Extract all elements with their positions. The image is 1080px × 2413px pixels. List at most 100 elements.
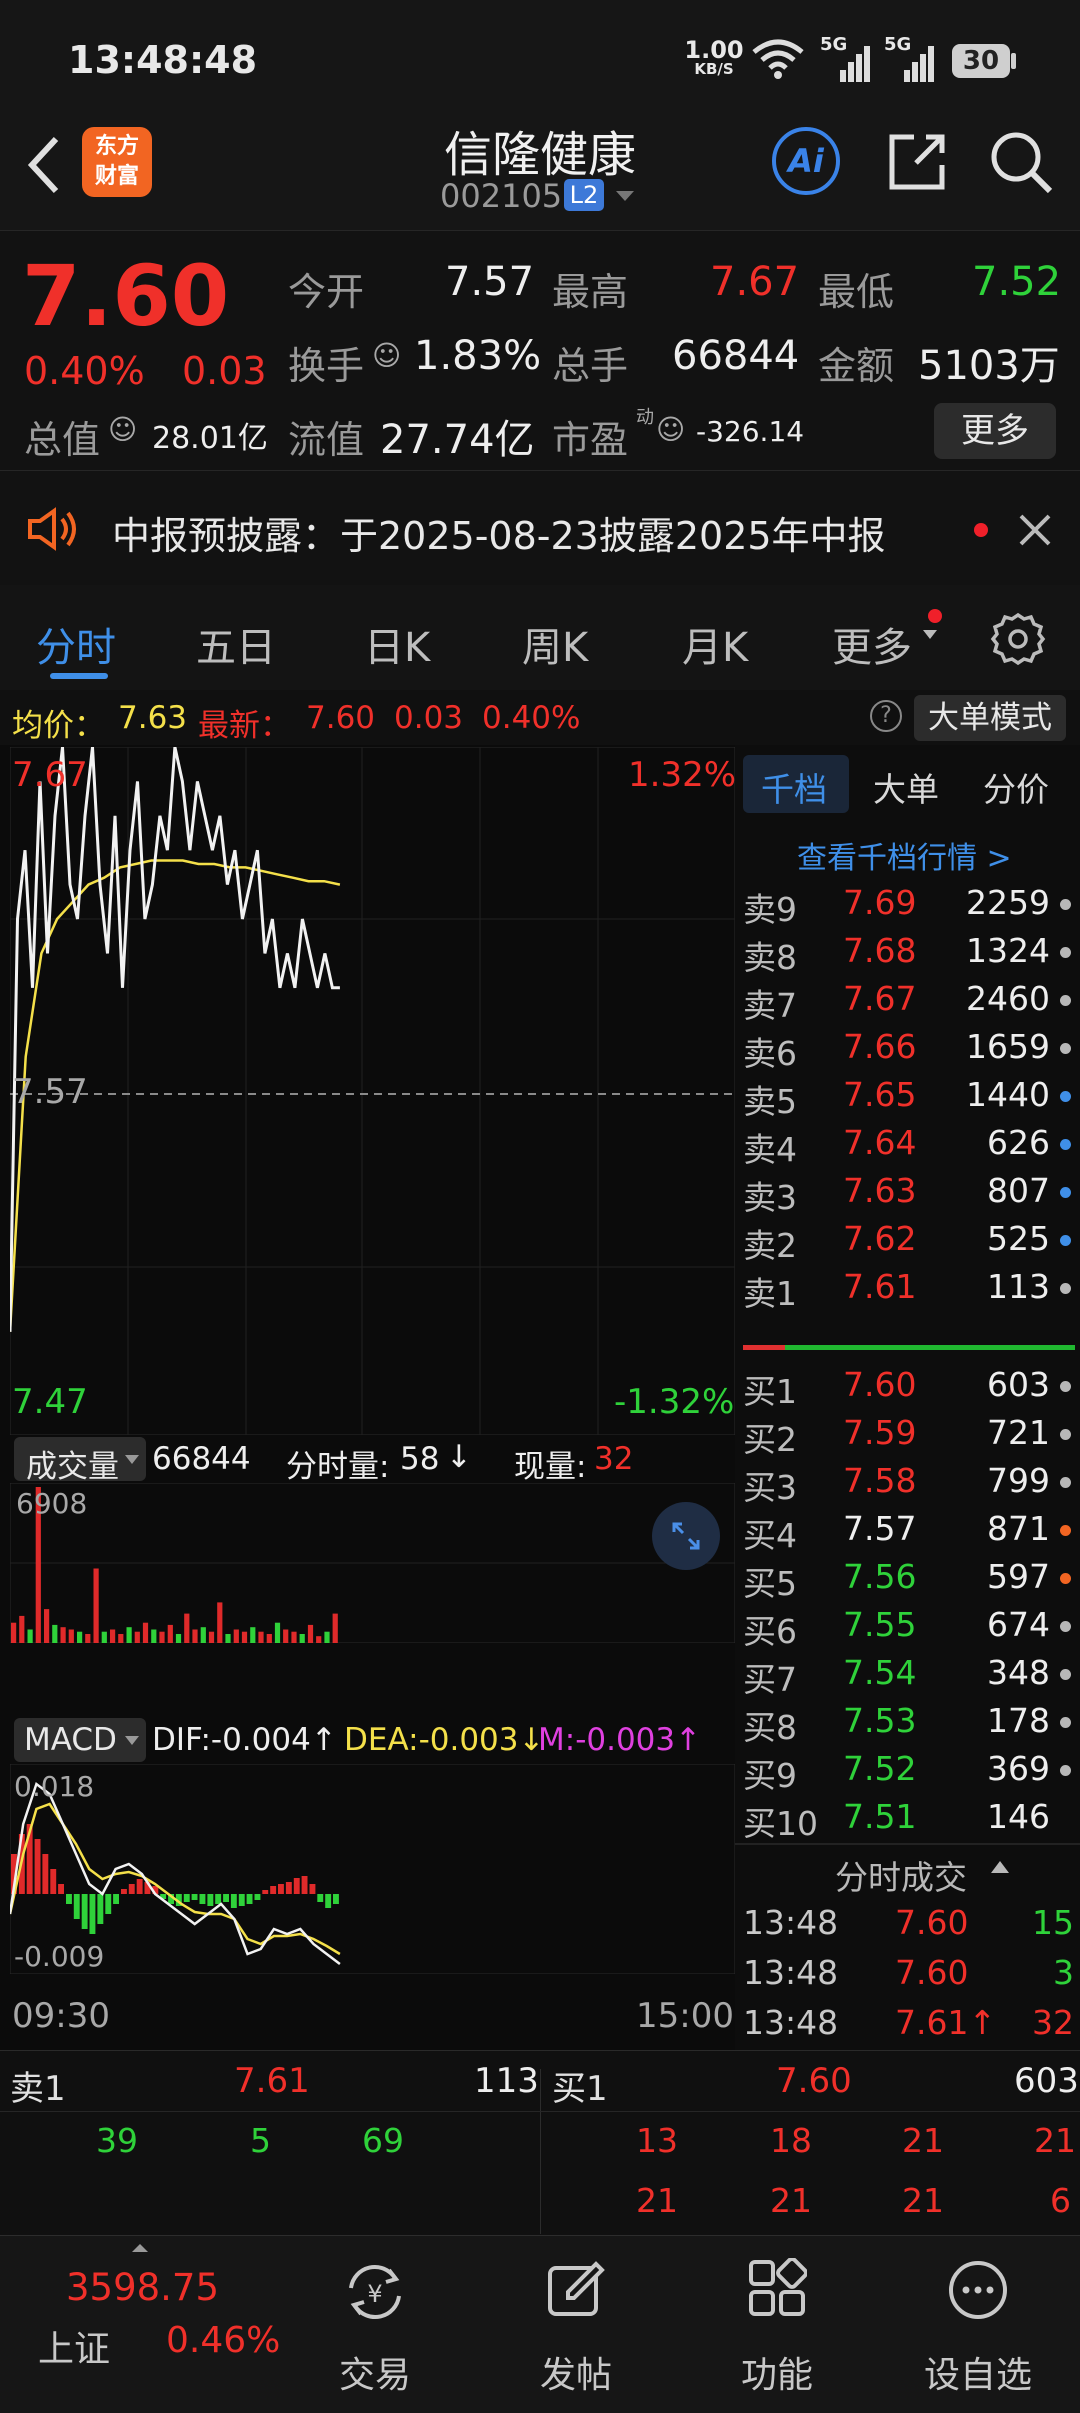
ask-row[interactable]: 卖9 7.69 2259 [735,879,1080,929]
caret-up-icon[interactable] [130,2242,150,2254]
bid-level-label: 买6 [743,1612,797,1651]
caret-down-icon [125,1736,139,1745]
volume-bar [60,1627,66,1643]
info-icon[interactable]: ☺ [108,413,138,446]
bid-level-label: 买3 [743,1468,797,1507]
level2-badge[interactable]: L2 [564,179,604,211]
bid-queue-item: 21 [770,2181,812,2220]
bid-level-label: 买8 [743,1708,797,1747]
bid-row[interactable]: 买3 7.58 799 [735,1457,1080,1507]
tab-5day[interactable]: 五日 [196,625,276,671]
order-marker-dot [1060,1573,1071,1584]
bid-volume: 871 [987,1509,1050,1548]
tab-depth[interactable]: 千档 [761,770,827,809]
share-icon[interactable] [886,131,948,193]
bid-row[interactable]: 买6 7.55 674 [735,1601,1080,1651]
gear-icon[interactable] [990,611,1046,667]
mktcap-label: 总值 [24,418,101,462]
tick-price: 7.60 [895,1953,969,1992]
low-value: 7.52 [972,259,1062,305]
macd-bar [246,1894,253,1904]
more-button[interactable]: 更多 [934,403,1056,459]
volume-label: 总手 [552,344,629,388]
search-icon[interactable] [988,129,1054,195]
change-percent: 0.40% [24,349,145,393]
bid-ratio-bar [785,1345,1075,1350]
signal-bars-icon [904,46,934,82]
expand-button[interactable] [652,1502,720,1570]
bid-row[interactable]: 买10 7.51 146 [735,1793,1080,1843]
minute-volume-arrow: ↓ [446,1439,472,1475]
minute-volume-label: 分时量: [286,1449,390,1485]
ask-row[interactable]: 卖2 7.62 525 [735,1215,1080,1265]
volume-total: 66844 [152,1441,251,1477]
order-marker-dot [1060,1043,1071,1054]
eastmoney-logo[interactable]: 东方 财富 [82,127,152,197]
last-price: 7.60 [22,247,230,345]
ask-row[interactable]: 卖4 7.64 626 [735,1119,1080,1169]
order-marker-dot [1060,1283,1071,1294]
info-icon[interactable]: ☺ [372,339,402,372]
big-order-mode-button[interactable]: 大单模式 [914,695,1066,741]
index-name[interactable]: 上证 [38,2329,111,2370]
ask-queue-item: 39 [96,2121,138,2160]
ask-row[interactable]: 卖5 7.65 1440 [735,1071,1080,1121]
macd-bar [333,1894,339,1904]
ticks-title[interactable]: 分时成交 [835,1858,967,1897]
tab-intraday[interactable]: 分时 [36,625,116,671]
volume-bar [142,1622,149,1643]
volume-selector[interactable] [14,1437,146,1481]
volume-bar [332,1613,338,1643]
pe-value: -326.14 [696,415,805,448]
macd-bar [66,1894,72,1904]
tab-monthly-k[interactable]: 月K [682,625,749,671]
ask-price: 7.69 [843,883,917,922]
ai-button[interactable]: Ai [772,127,840,195]
volume-bar [27,1629,33,1643]
back-arrow-icon[interactable] [22,133,62,197]
bid-row[interactable]: 买4 7.57 871 [735,1505,1080,1555]
bid-row[interactable]: 买1 7.60 603 [735,1361,1080,1411]
bid-row[interactable]: 买5 7.56 597 [735,1553,1080,1603]
order-marker-dot [1060,899,1071,910]
ask-volume: 1659 [966,1027,1050,1066]
bid-row[interactable]: 买8 7.53 178 [735,1697,1080,1747]
ask-row[interactable]: 卖3 7.63 807 [735,1167,1080,1217]
order-marker-dot [1060,1429,1071,1440]
bid-volume: 146 [987,1797,1050,1836]
macd-bar [34,1839,41,1894]
view-depth-link[interactable]: 查看千档行情 > [797,841,1012,876]
close-icon[interactable] [1018,513,1052,547]
ask-row[interactable]: 卖6 7.66 1659 [735,1023,1080,1073]
order-marker-dot [1060,1717,1071,1728]
ask-row[interactable]: 卖8 7.68 1324 [735,927,1080,977]
help-icon[interactable]: ? [870,700,902,732]
pe-label: 市盈 [552,418,629,462]
macd-axis-bottom: -0.009 [14,1940,105,1973]
index-value[interactable]: 3598.75 [66,2266,220,2309]
tab-price-dist[interactable]: 分价 [983,770,1049,809]
bid-queue-item: 21 [636,2181,678,2220]
caret-down-icon[interactable] [614,189,636,203]
quote-panel: 7.60 0.40% 0.03 今开 7.57 最高 7.67 最低 7.52 … [0,230,1080,471]
bid-row[interactable]: 买7 7.54 348 [735,1649,1080,1699]
ask-row[interactable]: 卖1 7.61 113 [735,1263,1080,1313]
tab-weekly-k[interactable]: 周K [522,625,589,671]
current-volume-value: 32 [594,1441,634,1477]
index-percent[interactable]: 0.46% [166,2320,281,2361]
info-icon[interactable]: ☺ [656,413,686,446]
ask-row[interactable]: 卖7 7.67 2460 [735,975,1080,1025]
macd-bar [293,1878,300,1894]
bid-level-label: 买7 [743,1660,797,1699]
tab-daily-k[interactable]: 日K [364,625,431,671]
indicator-selector[interactable] [14,1718,146,1762]
bid-row[interactable]: 买9 7.52 369 [735,1745,1080,1795]
notice-bar[interactable]: 中报预披露：于2025-08-23披露2025年中报 [0,470,1080,587]
ask-volume: 1440 [966,1075,1050,1114]
bid-row[interactable]: 买2 7.59 721 [735,1409,1080,1459]
ask-volume: 626 [987,1123,1050,1162]
divider [735,1843,1080,1845]
tab-more[interactable]: 更多 [832,625,912,671]
order-marker-dot [1060,1381,1071,1392]
tab-big-orders[interactable]: 大单 [873,770,939,809]
